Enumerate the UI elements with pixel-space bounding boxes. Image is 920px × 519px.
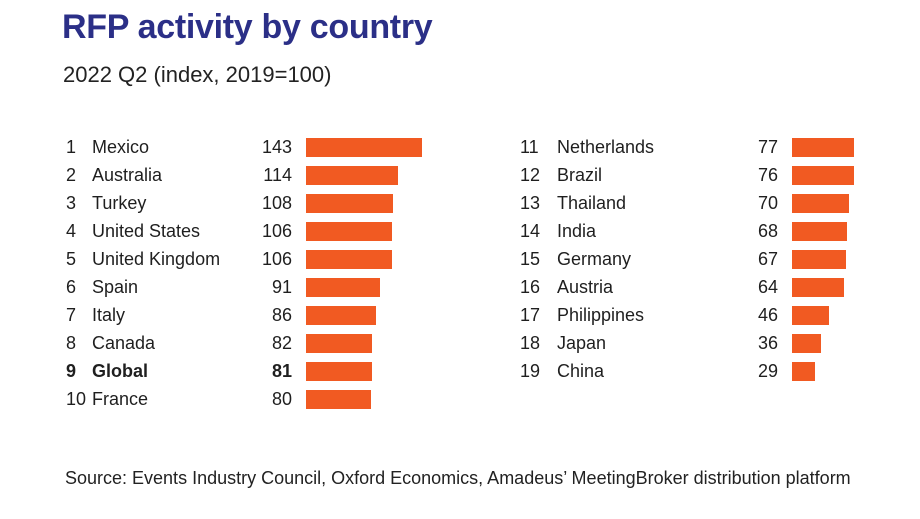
value-label: 29 — [757, 361, 778, 381]
country-label: Canada — [92, 333, 156, 353]
rank-label: 14 — [520, 221, 541, 241]
value-label: 108 — [261, 193, 292, 213]
source-note: Source: Events Industry Council, Oxford … — [65, 468, 851, 488]
bar — [792, 306, 829, 325]
value-label: 80 — [271, 389, 292, 409]
country-label: Turkey — [92, 193, 147, 213]
rank-label: 6 — [66, 277, 77, 297]
rank-label: 17 — [520, 305, 541, 325]
bar — [792, 334, 821, 353]
rank-label: 7 — [66, 305, 77, 325]
country-label: France — [92, 389, 149, 409]
chart-title: RFP activity by country — [62, 8, 433, 46]
country-label: Global — [92, 361, 149, 381]
bar — [792, 278, 844, 297]
bar — [306, 334, 372, 353]
bar — [306, 194, 393, 213]
bar — [306, 250, 392, 269]
rank-label: 2 — [66, 165, 77, 185]
value-label: 91 — [271, 277, 292, 297]
country-label: United Kingdom — [92, 249, 221, 269]
country-label: Germany — [557, 249, 632, 269]
rank-label: 9 — [66, 361, 77, 381]
rank-label: 15 — [520, 249, 541, 269]
bar — [306, 362, 372, 381]
value-label: 143 — [261, 137, 292, 157]
country-label: Thailand — [557, 193, 627, 213]
value-label: 68 — [757, 221, 778, 241]
rank-label: 13 — [520, 193, 541, 213]
value-label: 36 — [757, 333, 778, 353]
country-label: Australia — [92, 165, 163, 185]
chart-subtitle: 2022 Q2 (index, 2019=100) — [63, 62, 332, 87]
bar — [306, 306, 376, 325]
bar — [306, 390, 371, 409]
value-label: 82 — [271, 333, 292, 353]
rank-label: 10 — [66, 389, 87, 409]
rank-label: 19 — [520, 361, 541, 381]
rank-label: 3 — [66, 193, 77, 213]
country-label: Austria — [557, 277, 614, 297]
rank-label: 1 — [66, 137, 77, 157]
country-label: India — [557, 221, 597, 241]
bar — [306, 222, 392, 241]
bar — [792, 166, 854, 185]
bar — [792, 194, 849, 213]
value-label: 114 — [263, 165, 292, 185]
value-label: 67 — [757, 249, 778, 269]
country-label: Netherlands — [557, 137, 655, 157]
rank-label: 12 — [520, 165, 541, 185]
value-label: 106 — [261, 249, 292, 269]
value-label: 64 — [757, 277, 778, 297]
rank-label: 4 — [66, 221, 77, 241]
value-label: 106 — [261, 221, 292, 241]
country-label: Italy — [92, 305, 126, 325]
country-label: Japan — [557, 333, 607, 353]
bar — [792, 362, 815, 381]
value-label: 46 — [757, 305, 778, 325]
value-label: 77 — [757, 137, 778, 157]
rank-label: 16 — [520, 277, 541, 297]
country-label: United States — [92, 221, 201, 241]
bar — [792, 138, 854, 157]
value-label: 81 — [271, 361, 292, 381]
country-label: Brazil — [557, 165, 603, 185]
country-label: Mexico — [92, 137, 150, 157]
value-label: 70 — [757, 193, 778, 213]
rank-label: 11 — [520, 137, 539, 157]
rank-label: 8 — [66, 333, 77, 353]
country-label: China — [557, 361, 605, 381]
value-label: 76 — [757, 165, 778, 185]
bar — [306, 138, 422, 157]
country-label: Philippines — [557, 305, 645, 325]
rank-label: 5 — [66, 249, 77, 269]
bar — [792, 250, 846, 269]
bar — [306, 278, 380, 297]
value-label: 86 — [271, 305, 292, 325]
bar — [306, 166, 398, 185]
country-label: Spain — [92, 277, 139, 297]
rank-label: 18 — [520, 333, 541, 353]
bar — [792, 222, 847, 241]
